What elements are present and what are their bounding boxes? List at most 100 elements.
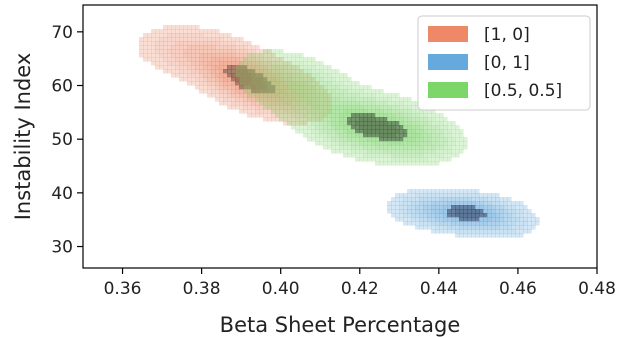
density-cell	[139, 41, 144, 46]
density-cell	[303, 73, 308, 78]
density-cell	[379, 157, 384, 162]
density-cell	[391, 161, 396, 166]
density-cell	[399, 201, 404, 206]
density-cell	[339, 105, 344, 110]
density-cell	[167, 41, 172, 46]
density-cell	[351, 145, 356, 150]
density-cell	[291, 109, 296, 114]
density-cell	[307, 125, 312, 130]
density-cell	[255, 81, 260, 86]
density-cell	[435, 117, 440, 122]
density-cell	[171, 25, 176, 30]
density-cell	[219, 81, 224, 86]
density-cell	[287, 61, 292, 66]
density-cell	[247, 69, 252, 74]
density-cell	[311, 125, 316, 130]
density-cell	[215, 29, 220, 34]
density-cell	[291, 117, 296, 122]
density-cell	[419, 161, 424, 166]
density-cell	[235, 61, 240, 66]
density-cell	[267, 101, 272, 106]
density-cell	[479, 233, 484, 238]
density-cell	[435, 197, 440, 202]
series-2-density	[235, 49, 468, 166]
density-cell	[419, 129, 424, 134]
density-cell	[303, 133, 308, 138]
density-cell	[459, 133, 464, 138]
density-cell	[139, 37, 144, 42]
density-cell	[243, 57, 248, 62]
density-cell	[415, 149, 420, 154]
density-cell	[427, 221, 432, 226]
density-cell	[403, 217, 408, 222]
density-cell	[487, 225, 492, 230]
density-cell	[323, 85, 328, 90]
density-cell	[167, 25, 172, 30]
density-cell	[311, 113, 316, 118]
density-cell	[295, 97, 300, 102]
density-cell	[279, 113, 284, 118]
density-cell	[299, 101, 304, 106]
density-cell	[239, 85, 244, 90]
density-cell	[231, 81, 236, 86]
density-cell	[263, 61, 268, 66]
density-cell	[307, 101, 312, 106]
density-cell	[263, 89, 268, 94]
density-cell	[247, 69, 252, 74]
density-cell	[215, 89, 220, 94]
density-cell	[243, 97, 248, 102]
density-cell	[283, 85, 288, 90]
density-cell	[275, 105, 280, 110]
density-cell	[415, 217, 420, 222]
density-cell	[227, 101, 232, 106]
density-cell	[495, 209, 500, 214]
density-cell	[519, 217, 524, 222]
density-cell	[435, 141, 440, 146]
density-cell	[175, 37, 180, 42]
density-cell	[171, 41, 176, 46]
density-cell	[283, 81, 288, 86]
density-cell	[399, 125, 404, 130]
density-cell	[439, 201, 444, 206]
density-cell	[399, 217, 404, 222]
density-cell	[323, 133, 328, 138]
density-cell	[475, 209, 480, 214]
density-cell	[439, 209, 444, 214]
density-cell	[239, 73, 244, 78]
density-cell	[307, 109, 312, 114]
density-cell	[207, 49, 212, 54]
density-cell	[419, 189, 424, 194]
density-cell	[259, 73, 264, 78]
density-cell	[203, 69, 208, 74]
density-cell	[403, 97, 408, 102]
density-cell	[251, 101, 256, 106]
density-cell	[475, 205, 480, 210]
density-cell	[451, 121, 456, 126]
density-cell	[395, 213, 400, 218]
density-cell	[507, 205, 512, 210]
density-cell	[403, 113, 408, 118]
density-cell	[387, 105, 392, 110]
density-cell	[499, 217, 504, 222]
density-cell	[407, 97, 412, 102]
density-cell	[243, 109, 248, 114]
density-cell	[267, 105, 272, 110]
density-cell	[503, 225, 508, 230]
density-cell	[387, 153, 392, 158]
density-cell	[311, 129, 316, 134]
density-cell	[187, 33, 192, 38]
density-cell	[163, 25, 168, 30]
density-cell	[331, 125, 336, 130]
density-cell	[379, 129, 384, 134]
density-cell	[407, 201, 412, 206]
density-cell	[311, 89, 316, 94]
density-cell	[159, 41, 164, 46]
density-cell	[167, 57, 172, 62]
density-cell	[399, 121, 404, 126]
density-cell	[331, 73, 336, 78]
density-cell	[359, 133, 364, 138]
density-cell	[507, 209, 512, 214]
density-cell	[147, 49, 152, 54]
density-cell	[279, 89, 284, 94]
density-cell	[367, 109, 372, 114]
